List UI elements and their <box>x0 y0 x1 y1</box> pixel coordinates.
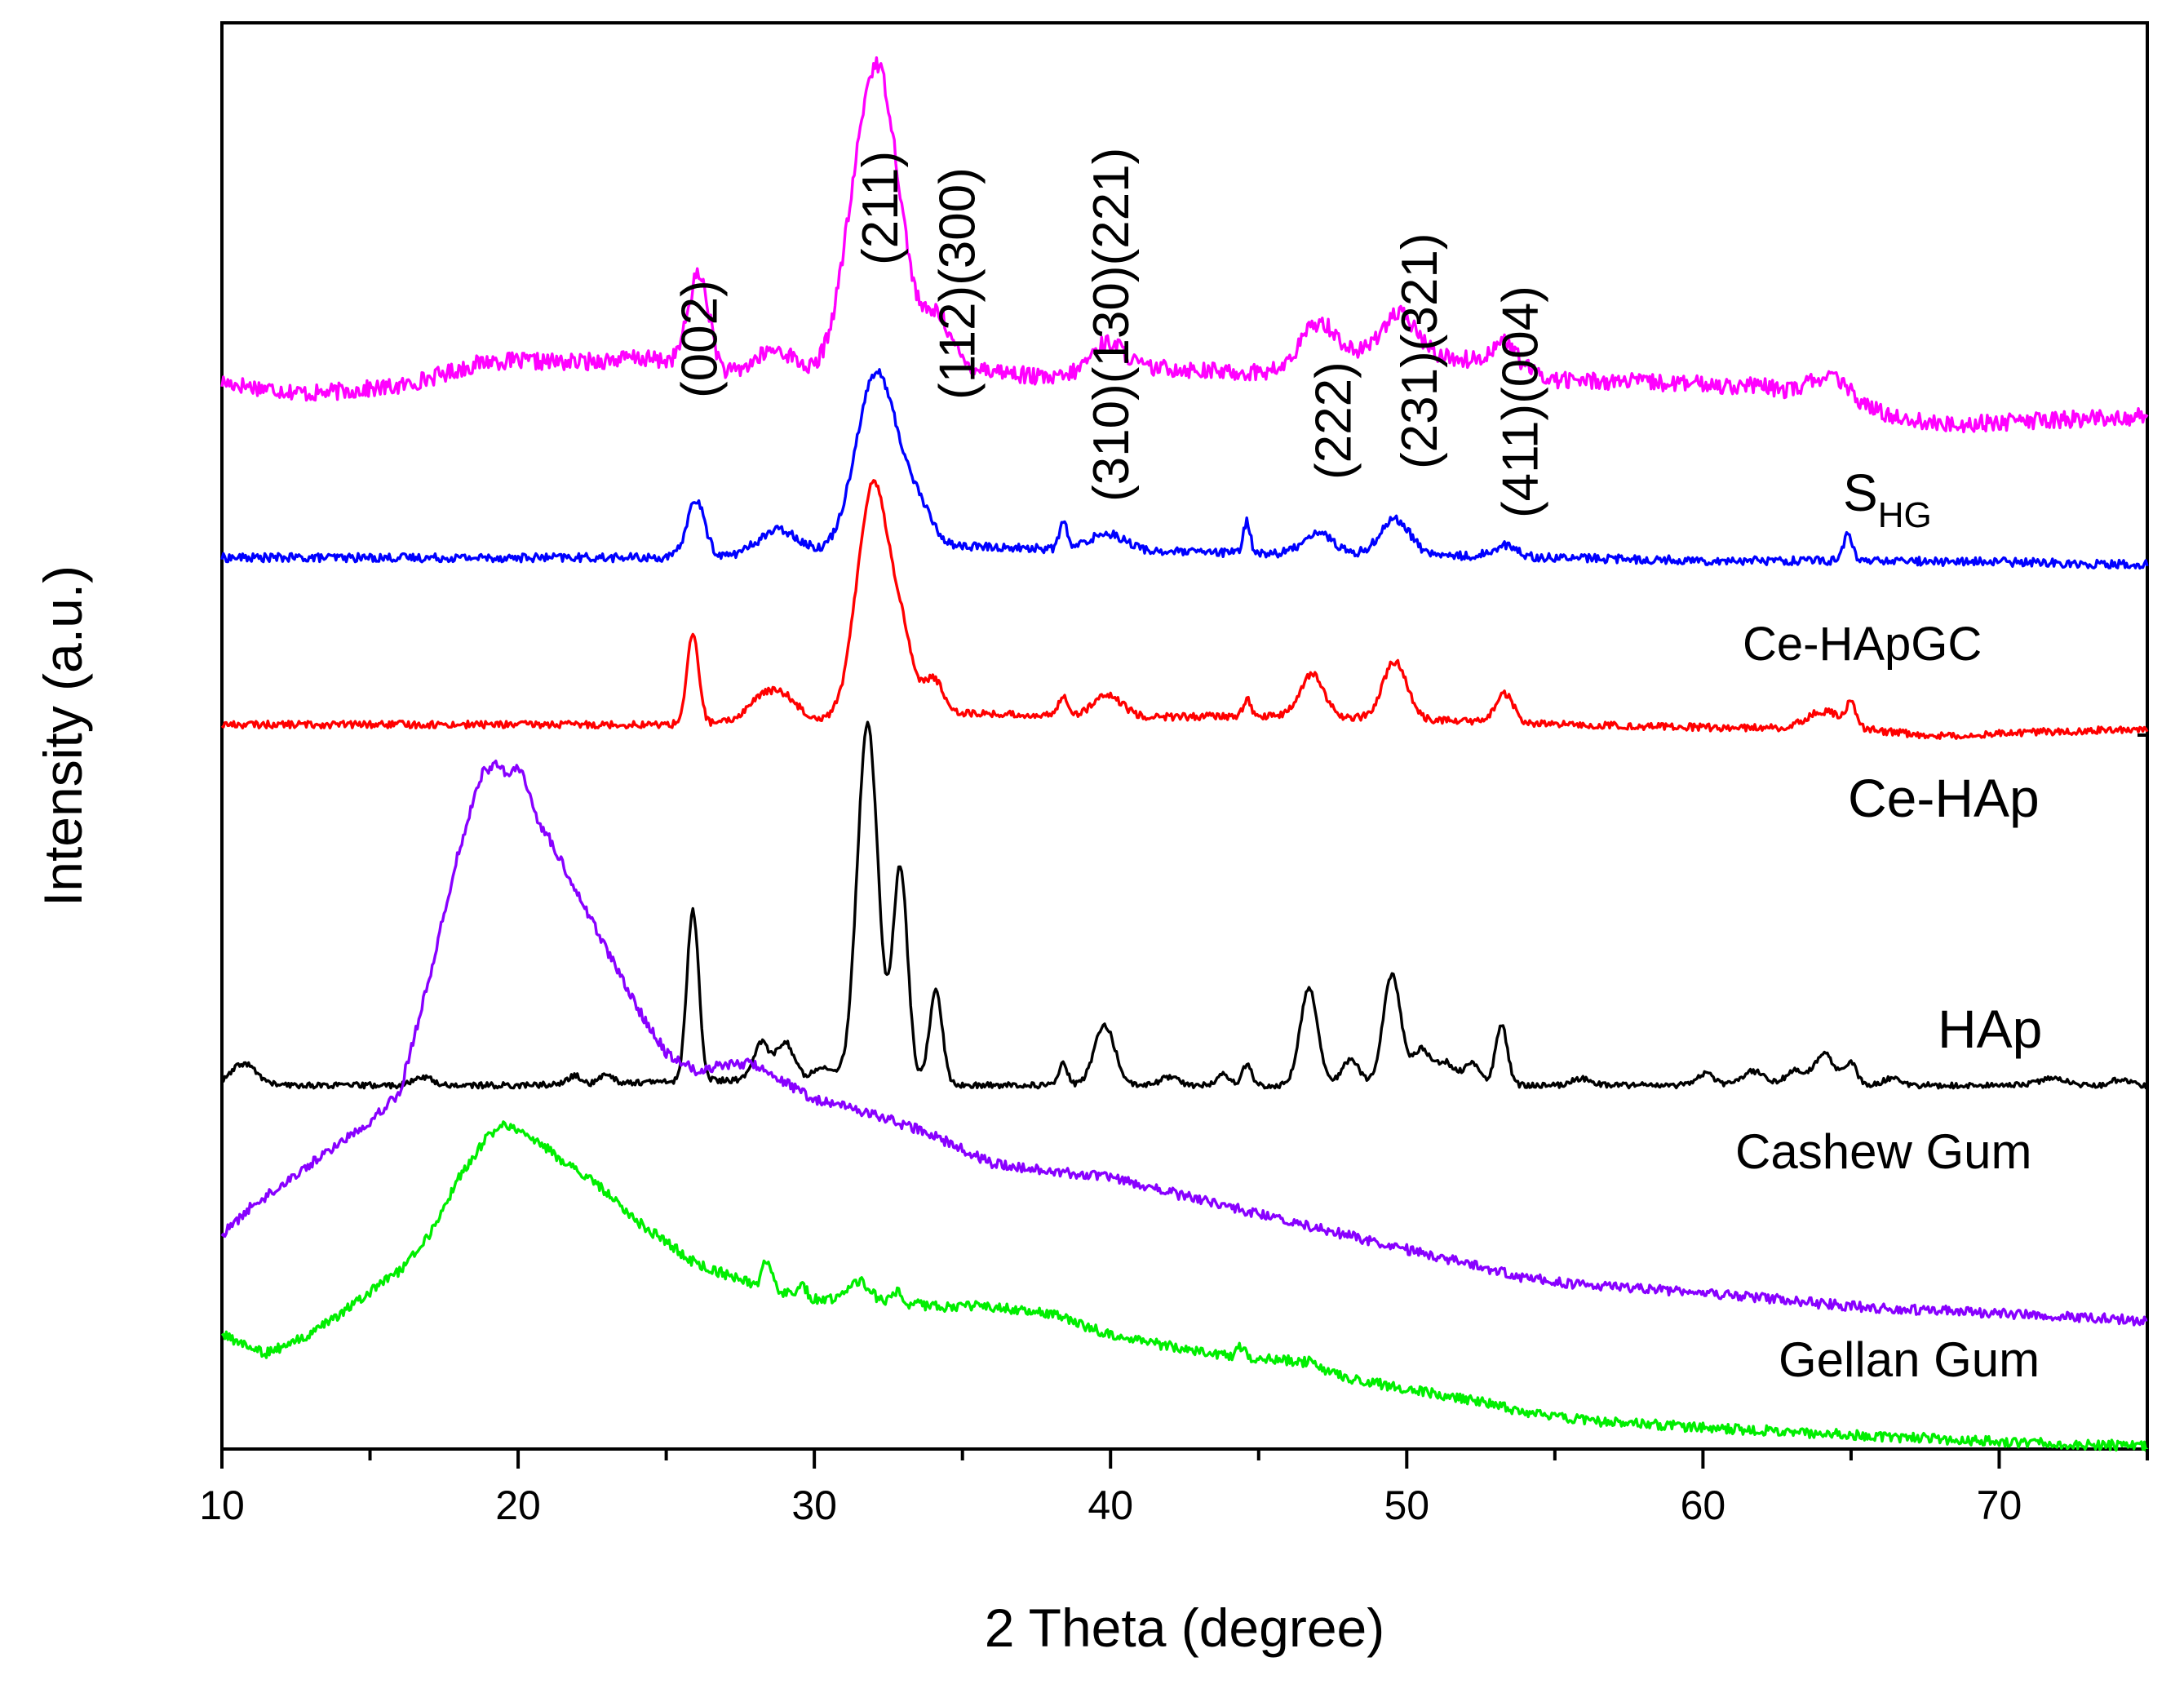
x-axis-title: 2 Theta (degree) <box>985 1598 1384 1658</box>
series-label-cashew-gum: Cashew Gum <box>1735 1124 2031 1179</box>
x-tick-label: 10 <box>199 1482 245 1528</box>
x-tick-label: 30 <box>791 1482 837 1528</box>
series-group <box>220 56 2149 1452</box>
series-ce-hapgc-line <box>220 368 2149 570</box>
series-s-line <box>220 56 2149 434</box>
y-axis-title: Intensity (a.u.) <box>33 565 93 906</box>
peak-annotation: (002) <box>672 280 729 398</box>
x-tick-label: 20 <box>495 1482 541 1528</box>
series-label-hap: HAp <box>1938 999 2042 1059</box>
peak-annotation: (411)(004) <box>1492 286 1548 518</box>
peak-annotation: (310)(130)(221) <box>1083 148 1140 502</box>
peak-annotation: (231)(321) <box>1392 233 1448 469</box>
x-tick-label: 60 <box>1681 1482 1726 1528</box>
series-cashew-gum-line <box>220 760 2148 1327</box>
series-label-gellan-gum: Gellan Gum <box>1779 1332 2040 1387</box>
series-label-ce-hapgc: Ce-HApGC <box>1743 618 1982 671</box>
x-tick-label: 70 <box>1977 1482 2022 1528</box>
peak-annotation: (211) <box>853 151 909 265</box>
series-ce-hap-line <box>220 479 2149 740</box>
peak-annotation: (222) <box>1306 361 1362 480</box>
series-labels: SHG Ce-HApGC Ce-HAp HAp Cashew Gum Gellan Gum <box>1735 463 2149 1387</box>
series-gellan-gum-line <box>220 1120 2149 1452</box>
peak-annotations: (002) (211) (112)(300) (310)(130)(221) (222)… <box>672 148 1549 518</box>
plot-frame <box>220 21 2149 1451</box>
x-tick-label: 50 <box>1384 1482 1429 1528</box>
x-tick-label: 40 <box>1088 1482 1133 1528</box>
x-axis: 10 20 30 40 50 60 70 <box>199 1449 2149 1528</box>
series-label-s: SHG <box>1843 463 1932 535</box>
series-label-ce-hap: Ce-HAp <box>1848 768 2040 828</box>
peak-annotation: (112)(300) <box>929 167 986 400</box>
series-hap-line <box>221 720 2149 1090</box>
